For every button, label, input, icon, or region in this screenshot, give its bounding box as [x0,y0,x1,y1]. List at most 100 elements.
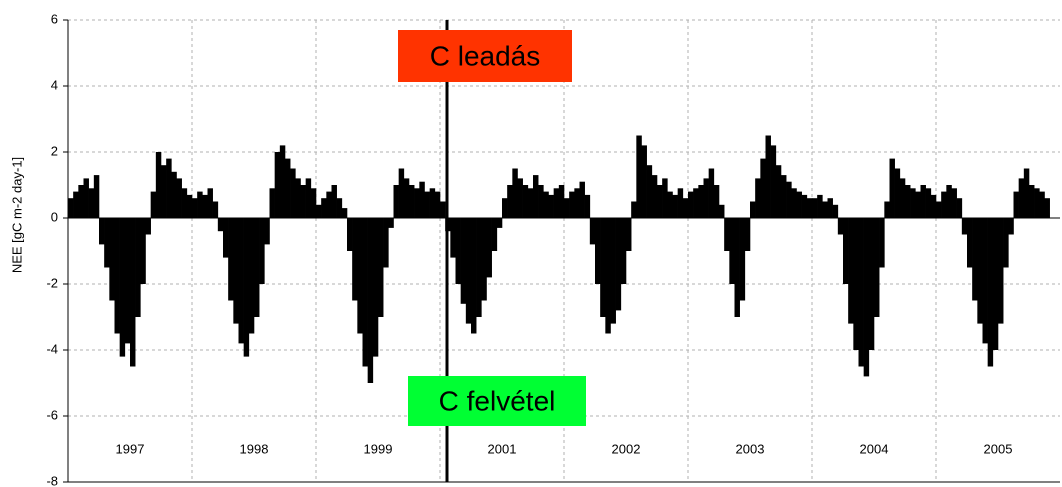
bar [708,168,715,218]
annotation-box [408,376,586,426]
bar [853,218,859,350]
bar [331,185,337,218]
y-tick-label: -8 [46,473,58,487]
bar [600,218,606,317]
bar [982,218,988,344]
bar [987,218,994,367]
bar [739,218,746,301]
bar [310,188,317,218]
bar [729,218,735,284]
bar [290,168,296,218]
bar [295,178,301,218]
bar [414,188,420,218]
bar [930,194,937,218]
bar [548,194,554,218]
bar [579,181,585,218]
bar [202,194,208,218]
bar [657,185,663,218]
bar [223,218,229,258]
bar [228,218,234,301]
bar [667,191,673,218]
bar [83,178,89,218]
bar [517,178,523,218]
bar [507,185,513,218]
bar [336,198,343,218]
bar [610,218,616,324]
bar [925,188,932,218]
bar [626,218,632,251]
bar [181,188,188,218]
bar [941,191,947,218]
bar [915,191,921,218]
bar [584,194,591,218]
bar [326,191,332,218]
bar [734,218,740,317]
bar [481,218,487,301]
y-tick-label: 0 [51,209,58,224]
bar [285,158,291,218]
bar [119,218,126,357]
bar [636,135,642,218]
bar [817,194,823,218]
x-tick-label: 2003 [736,441,765,456]
bar [574,188,580,218]
bar [440,201,446,218]
bar [372,218,379,357]
bar [233,218,239,324]
bar [130,218,136,367]
bar [264,218,270,245]
bar [894,168,901,218]
bar [491,218,498,251]
bar [93,175,100,218]
bar [207,188,213,218]
bar [672,194,678,218]
y-tick-label: 6 [51,11,58,26]
bar [1039,191,1045,218]
bar [254,218,260,317]
bar [781,175,787,218]
bar [564,198,570,218]
bar [920,185,926,218]
bar [212,201,219,218]
bar [1034,188,1040,218]
bar [279,145,286,218]
bar [972,218,978,301]
bar [522,185,529,218]
bar [879,218,885,268]
bar [848,218,854,324]
bar [367,218,374,383]
bar [99,218,105,245]
bar [1008,218,1014,235]
bar [460,218,467,304]
bar [796,191,802,218]
bar [770,145,777,218]
bar [899,178,906,218]
bar [884,201,890,218]
bar [109,218,115,301]
bar [858,218,864,367]
x-tick-label: 2001 [488,441,517,456]
bar [124,218,131,344]
bar [662,178,668,218]
bar [538,185,544,218]
bar [68,198,74,218]
bar [605,218,611,334]
bar [961,218,968,235]
bar [305,178,312,218]
bar [951,188,957,218]
y-tick-label: -2 [46,275,58,290]
bar [863,218,870,377]
bar [558,185,565,218]
bar [801,194,808,218]
bar [889,158,895,218]
bar [750,201,756,218]
bar [197,191,203,218]
bar [967,218,973,268]
bar [910,188,916,218]
y-tick-label: -4 [46,341,58,356]
bar [217,218,224,232]
bar [419,181,425,218]
bar [114,218,120,334]
bar [259,218,265,284]
